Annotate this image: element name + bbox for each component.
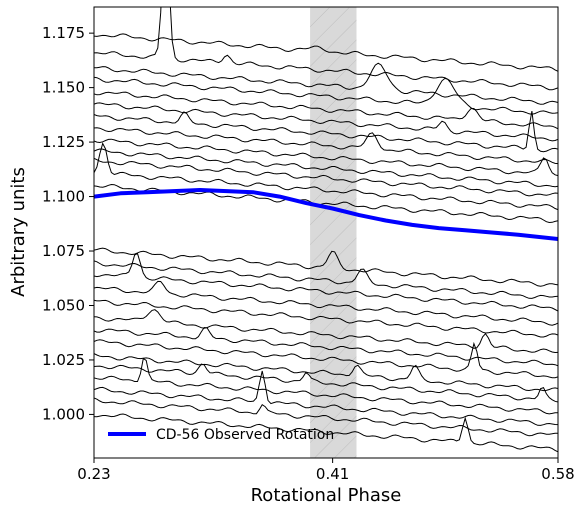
background-curve <box>94 413 558 453</box>
y-tick-label: 1.025 <box>42 351 85 369</box>
background-curve <box>94 353 558 392</box>
y-tick-label: 1.100 <box>42 188 85 206</box>
background-curve <box>94 111 558 153</box>
background-curve <box>94 299 558 338</box>
background-curve <box>94 33 558 72</box>
background-curve <box>94 357 558 415</box>
background-curve <box>94 157 558 197</box>
background-curve <box>94 247 558 287</box>
background-curve <box>94 148 558 188</box>
background-curve <box>94 102 558 142</box>
y-axis: 1.000 1.025 1.050 1.075 1.100 1.125 1.150 1.175 <box>42 24 94 423</box>
background-curve <box>94 91 558 130</box>
plot-frame <box>93 6 559 459</box>
y-tick-label: 1.050 <box>42 296 85 314</box>
y-tick-label: 1.000 <box>42 405 85 423</box>
background-curve <box>94 127 558 165</box>
shaded-region-hatch <box>310 7 357 458</box>
y-tick-label: 1.125 <box>42 133 85 151</box>
y-tick-label: 1.150 <box>42 79 85 97</box>
x-axis-title: Rotational Phase <box>251 485 402 506</box>
x-tick-label: 0.58 <box>541 465 574 483</box>
background-curve <box>94 397 558 437</box>
legend: CD-56 Observed Rotation <box>108 427 334 443</box>
background-curve <box>94 309 558 354</box>
background-curve <box>94 363 558 403</box>
y-tick-label: 1.175 <box>42 24 85 42</box>
legend-label: CD-56 Observed Rotation <box>156 427 334 443</box>
x-tick-label: 0.23 <box>77 465 110 483</box>
shaded-region-layer <box>310 7 357 458</box>
x-tick-label: 0.41 <box>316 465 349 483</box>
background-curve <box>94 76 558 115</box>
y-axis-title: Arbitrary units <box>8 167 29 297</box>
x-axis: 0.23 0.41 0.58 <box>77 458 575 483</box>
background-curve <box>94 339 558 379</box>
highlight-series-layer <box>94 188 558 241</box>
background-curve <box>94 7 558 91</box>
background-curve <box>94 252 558 312</box>
background-curve <box>94 260 558 299</box>
cd56-rotation-line <box>94 188 558 241</box>
background-curve <box>94 62 558 105</box>
background-curves-layer <box>94 7 558 453</box>
y-tick-label: 1.075 <box>42 242 85 260</box>
background-curve <box>94 280 558 326</box>
background-curve <box>94 370 558 426</box>
background-curve <box>94 138 558 177</box>
background-curve <box>94 326 558 367</box>
background-curve <box>94 142 558 211</box>
